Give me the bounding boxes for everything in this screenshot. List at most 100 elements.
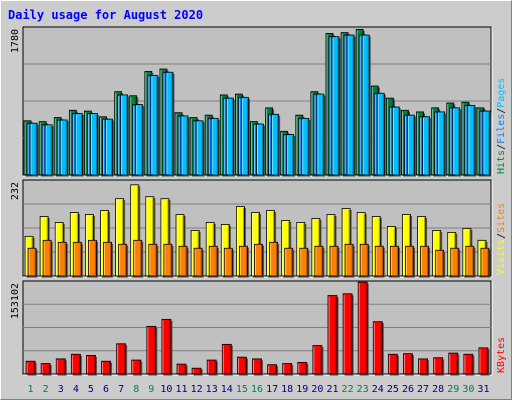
- bar-kbytes-day-25: [387, 353, 399, 376]
- legend-separator: /: [496, 144, 507, 150]
- bar-kbytes-day-22: [342, 293, 354, 376]
- x-label-day-30: 30: [462, 384, 474, 395]
- bar-sites-day-28: [435, 249, 446, 278]
- bar-sites-day-7: [118, 243, 129, 278]
- bar-kbytes-day-3: [55, 358, 67, 376]
- x-label-day-17: 17: [266, 384, 278, 395]
- bars-visits_sites: [24, 184, 491, 278]
- bar-sites-day-8: [133, 239, 144, 278]
- bar-pages-day-16: [256, 123, 265, 177]
- x-label-day-7: 7: [118, 384, 124, 395]
- bar-pages-day-11: [180, 115, 190, 177]
- bar-kbytes-day-29: [448, 352, 460, 376]
- legend-kbytes: KBytes: [496, 337, 507, 373]
- x-label-day-27: 27: [417, 384, 429, 395]
- bar-sites-day-22: [344, 243, 355, 278]
- bar-kbytes-day-7: [116, 343, 128, 376]
- bar-pages-day-23: [361, 34, 371, 177]
- bar-kbytes-day-10: [161, 318, 173, 376]
- bar-sites-day-9: [148, 243, 159, 278]
- x-label-day-31: 31: [477, 384, 489, 395]
- bar-pages-day-25: [391, 106, 401, 177]
- bar-pages-day-15: [241, 96, 250, 177]
- bar-pages-day-30: [467, 105, 477, 177]
- bar-pages-day-6: [105, 118, 115, 177]
- legend-item-hits: Hits: [496, 150, 507, 174]
- x-label-day-4: 4: [73, 384, 79, 395]
- bar-pages-day-21: [331, 36, 341, 177]
- x-label-day-16: 16: [251, 384, 263, 395]
- bar-kbytes-day-13: [206, 359, 218, 376]
- bar-pages-day-3: [59, 119, 69, 177]
- bar-sites-day-15: [239, 245, 249, 278]
- bar-kbytes-day-19: [297, 361, 309, 376]
- bar-sites-day-19: [299, 247, 310, 278]
- bar-kbytes-day-8: [131, 359, 143, 376]
- x-label-day-10: 10: [160, 384, 172, 395]
- bar-sites-day-17: [269, 241, 280, 278]
- y-max-label: 232: [10, 182, 21, 200]
- legend-item-visits: Visits: [496, 239, 507, 275]
- bar-sites-day-25: [389, 245, 400, 278]
- bar-sites-day-12: [193, 247, 204, 278]
- x-label-day-19: 19: [296, 384, 308, 395]
- bar-sites-day-30: [465, 245, 476, 278]
- bar-visits-day-15: [236, 206, 246, 278]
- bar-pages-day-8: [135, 104, 145, 177]
- bar-sites-day-27: [420, 245, 431, 278]
- x-label-day-11: 11: [175, 384, 187, 395]
- bar-sites-day-14: [223, 247, 234, 278]
- bar-kbytes-day-2: [40, 363, 52, 376]
- bar-kbytes-day-23: [357, 281, 369, 376]
- x-label-day-13: 13: [206, 384, 218, 395]
- legend-item-sites: Sites: [496, 203, 507, 233]
- bar-sites-day-10: [163, 243, 174, 278]
- bar-kbytes-day-14: [221, 343, 233, 376]
- x-label-day-8: 8: [133, 384, 139, 395]
- x-label-day-2: 2: [43, 384, 49, 395]
- bar-kbytes-day-16: [252, 358, 263, 376]
- x-label-day-5: 5: [88, 384, 94, 395]
- x-label-day-20: 20: [311, 384, 323, 395]
- bar-sites-day-29: [450, 247, 461, 278]
- x-label-day-18: 18: [281, 384, 293, 395]
- bar-pages-day-31: [482, 110, 492, 177]
- bar-pages-day-12: [195, 120, 205, 177]
- bar-sites-day-13: [208, 245, 219, 278]
- x-label-day-6: 6: [103, 384, 109, 395]
- legend-item-files: Files: [496, 114, 507, 144]
- bar-pages-day-24: [376, 92, 386, 177]
- bar-kbytes-day-15: [237, 356, 248, 376]
- y-max-label: 153102: [10, 283, 21, 319]
- bar-kbytes-day-21: [327, 295, 339, 376]
- x-label-day-3: 3: [58, 384, 64, 395]
- x-label-day-25: 25: [387, 384, 399, 395]
- bar-kbytes-day-1: [25, 360, 37, 376]
- bar-pages-day-7: [120, 94, 130, 177]
- bars-hits_files_pages: [23, 28, 492, 177]
- x-label-day-1: 1: [28, 384, 34, 395]
- panel-kbytes: 153102 KBytes: [10, 280, 507, 376]
- bar-pages-day-17: [271, 113, 281, 177]
- bar-pages-day-4: [74, 113, 84, 177]
- bar-pages-day-5: [90, 113, 99, 177]
- bar-kbytes-day-31: [478, 347, 490, 376]
- bar-kbytes-day-5: [86, 354, 97, 376]
- panel-visits_sites: 232 Visits/Sites: [10, 179, 507, 278]
- bar-pages-day-22: [346, 34, 356, 177]
- x-label-day-24: 24: [372, 384, 384, 395]
- legend-separator: /: [496, 108, 507, 114]
- bar-pages-day-13: [210, 117, 220, 177]
- bar-sites-day-24: [374, 245, 385, 278]
- x-label-day-22: 22: [342, 384, 354, 395]
- bar-sites-day-2: [42, 239, 53, 278]
- bar-sites-day-3: [57, 241, 68, 278]
- bar-sites-day-11: [178, 245, 189, 278]
- bar-sites-day-4: [72, 241, 83, 278]
- bar-kbytes-day-24: [372, 321, 384, 376]
- bar-pages-day-29: [452, 107, 462, 177]
- bar-kbytes-day-6: [101, 360, 113, 376]
- x-label-day-23: 23: [357, 384, 369, 395]
